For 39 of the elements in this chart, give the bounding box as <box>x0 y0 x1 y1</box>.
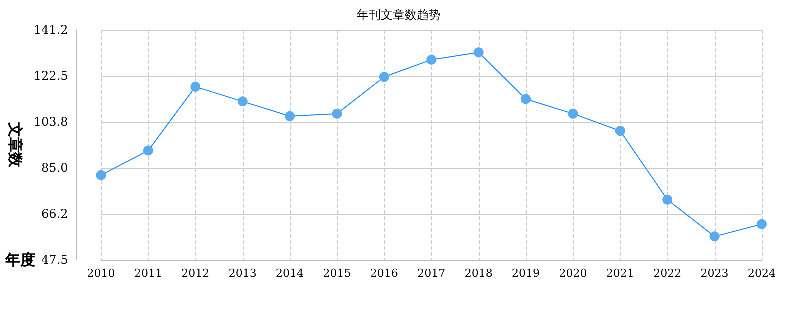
y-tick-label: 47.5 <box>42 253 68 267</box>
point <box>521 94 532 104</box>
point <box>238 96 248 107</box>
point <box>379 72 390 82</box>
point <box>615 126 626 136</box>
x-tick-label: 2018 <box>464 267 493 280</box>
y-tick-label: 122.5 <box>34 68 68 83</box>
x-tick-label: 2021 <box>606 267 634 280</box>
point <box>332 108 342 119</box>
x-tick-label: 2020 <box>559 267 588 280</box>
x-tick-label: 2024 <box>748 267 776 280</box>
point <box>96 170 106 180</box>
point <box>426 54 437 65</box>
x-tick-label: 2015 <box>323 267 352 280</box>
y-tick-label: 66.2 <box>42 207 68 222</box>
x-tick-label: 2011 <box>134 267 162 280</box>
x-tick-label: 2010 <box>87 267 116 280</box>
x-tick-label: 2016 <box>370 267 398 280</box>
y-tick-label: 141.2 <box>34 23 68 37</box>
x-tick-label: 2017 <box>418 267 446 280</box>
x-tick-label: 2012 <box>182 267 210 280</box>
chart-title: 年刊文章数趋势 <box>357 8 441 22</box>
y-tick-label: 85.0 <box>42 160 68 175</box>
point <box>710 232 720 242</box>
point <box>143 146 154 156</box>
x-tick-label: 2013 <box>228 267 257 280</box>
x-tick-label: 2014 <box>276 267 304 280</box>
y-axis-title: 文章数 <box>6 122 24 168</box>
y-tick-label: 103.8 <box>34 114 68 129</box>
x-axis-title: 年度 <box>4 251 36 269</box>
x-tick-label: 2019 <box>512 267 540 280</box>
point <box>662 194 673 205</box>
point <box>757 219 767 230</box>
x-tick-label: 2023 <box>700 267 729 280</box>
point <box>474 48 484 58</box>
x-tick-label: 2022 <box>654 267 682 280</box>
point <box>568 108 578 119</box>
point <box>190 82 201 92</box>
point <box>285 111 296 122</box>
